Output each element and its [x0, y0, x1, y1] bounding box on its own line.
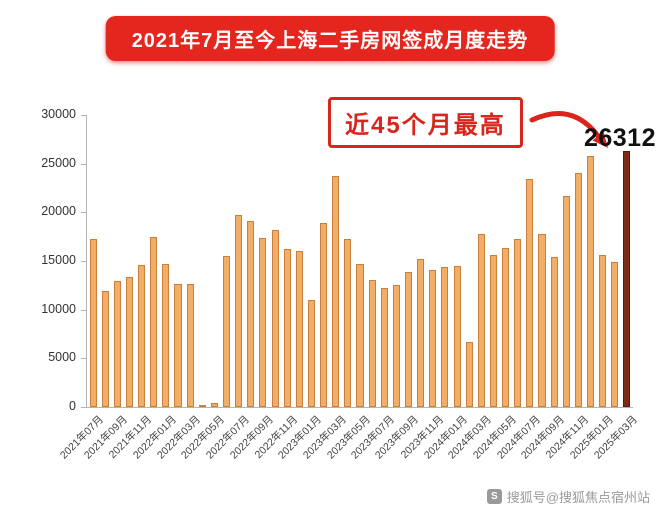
bar [611, 261, 619, 407]
y-tick-label: 10000 [41, 301, 76, 316]
bar [295, 251, 303, 407]
bar [198, 405, 206, 407]
bar [356, 263, 364, 407]
bar [332, 176, 340, 407]
bar-highlight [623, 150, 631, 407]
chart-title-banner: 2021年7月至今上海二手房网签成月度走势 [105, 16, 555, 61]
bar [380, 288, 388, 407]
y-tick-label: 25000 [41, 155, 76, 170]
annotation-arrow-icon [529, 110, 608, 148]
bar [550, 257, 558, 407]
peak-value-label: 26312 [583, 124, 656, 152]
bar [307, 299, 315, 407]
bar [186, 284, 194, 407]
bar [235, 215, 243, 407]
bar [599, 255, 607, 407]
bar [392, 285, 400, 407]
bar [453, 265, 461, 407]
plot-area [86, 115, 633, 408]
bar [259, 237, 267, 407]
y-tick-mark [81, 163, 86, 165]
bar [489, 255, 497, 407]
bar [502, 248, 510, 407]
bar [89, 238, 97, 407]
y-tick-label: 15000 [41, 253, 76, 267]
bar [429, 269, 437, 407]
y-tick-mark [81, 407, 86, 408]
bar [101, 291, 109, 407]
bar [441, 266, 449, 407]
y-tick-label: 5000 [48, 350, 76, 365]
y-tick-mark [81, 212, 86, 214]
bar [162, 263, 170, 407]
bar [465, 341, 473, 407]
peak-annotation: 近45个月最高 [328, 97, 523, 148]
bar [210, 403, 218, 407]
bar [271, 229, 279, 407]
bar [125, 276, 133, 407]
y-tick-mark [81, 115, 86, 116]
bar [587, 155, 595, 407]
bar [283, 249, 291, 407]
bar [574, 173, 582, 407]
bar [223, 256, 231, 407]
bar [405, 271, 413, 407]
bar [150, 236, 158, 407]
bar [247, 221, 255, 407]
bar [538, 233, 546, 407]
peak-annotation-label: 近45个月最高 [345, 112, 506, 139]
bar [477, 233, 485, 407]
bar [514, 238, 522, 407]
sohu-logo-icon: S [486, 489, 502, 504]
y-tick-mark [81, 358, 86, 360]
y-tick-label: 20000 [41, 204, 76, 219]
bar [138, 264, 146, 407]
chart-title: 2021年7月至今上海二手房网签成月度走势 [131, 30, 529, 52]
y-tick-label: 0 [69, 399, 76, 413]
bar [174, 284, 182, 407]
bar [320, 223, 328, 407]
bar [113, 281, 121, 407]
bar [368, 280, 376, 407]
y-tick-mark [81, 261, 86, 262]
y-tick-label: 30000 [41, 107, 76, 121]
y-tick-mark [81, 309, 86, 311]
watermark-text: 搜狐号@搜狐焦点宿州站 [506, 490, 650, 505]
watermark: S 搜狐号@搜狐焦点宿州站 [486, 487, 650, 506]
bar [344, 238, 352, 407]
bar [526, 179, 534, 407]
bar [562, 195, 570, 407]
bar [417, 259, 425, 407]
